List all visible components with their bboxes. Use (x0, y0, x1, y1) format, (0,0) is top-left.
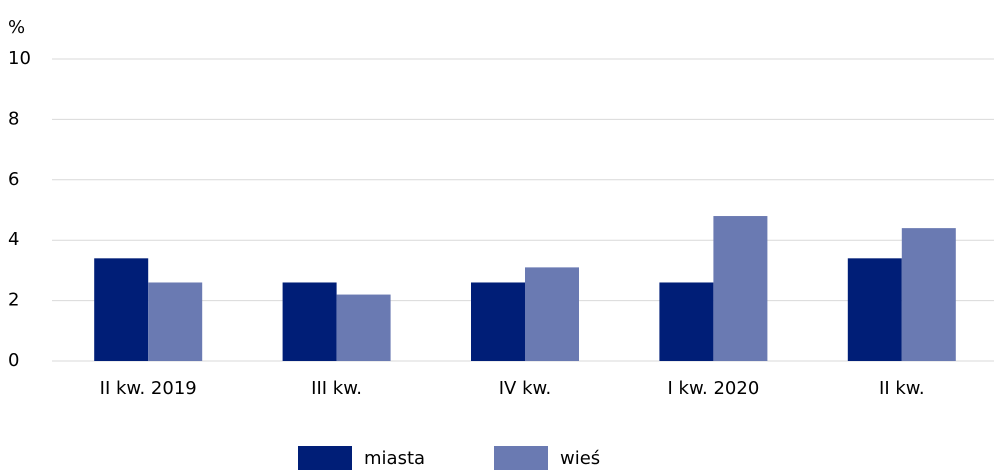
legend-label: miasta (364, 448, 425, 469)
bar (901, 228, 956, 361)
legend-swatch (298, 446, 352, 470)
x-tick-label: II kw. 2019 (100, 378, 197, 399)
bar (282, 282, 337, 361)
y-tick-label: 6 (8, 169, 19, 190)
y-tick-label: 8 (8, 108, 19, 129)
bar (148, 282, 203, 361)
y-tick-label: 10 (8, 48, 31, 69)
x-tick-label: I kw. 2020 (668, 378, 760, 399)
bar (847, 258, 902, 361)
y-tick-label: 4 (8, 229, 19, 250)
y-axis-label: % (8, 17, 25, 38)
bar (713, 216, 768, 361)
x-tick-label: II kw. (879, 378, 925, 399)
bar (94, 258, 149, 361)
legend-swatch (494, 446, 548, 470)
bar (336, 294, 391, 361)
legend-label: wieś (560, 448, 600, 469)
x-tick-label: IV kw. (499, 378, 552, 399)
bar (659, 282, 714, 361)
x-tick-label: III kw. (311, 378, 362, 399)
bar (525, 267, 579, 361)
y-tick-label: 0 (8, 350, 19, 371)
bar (471, 282, 525, 361)
y-tick-label: 2 (8, 290, 19, 311)
